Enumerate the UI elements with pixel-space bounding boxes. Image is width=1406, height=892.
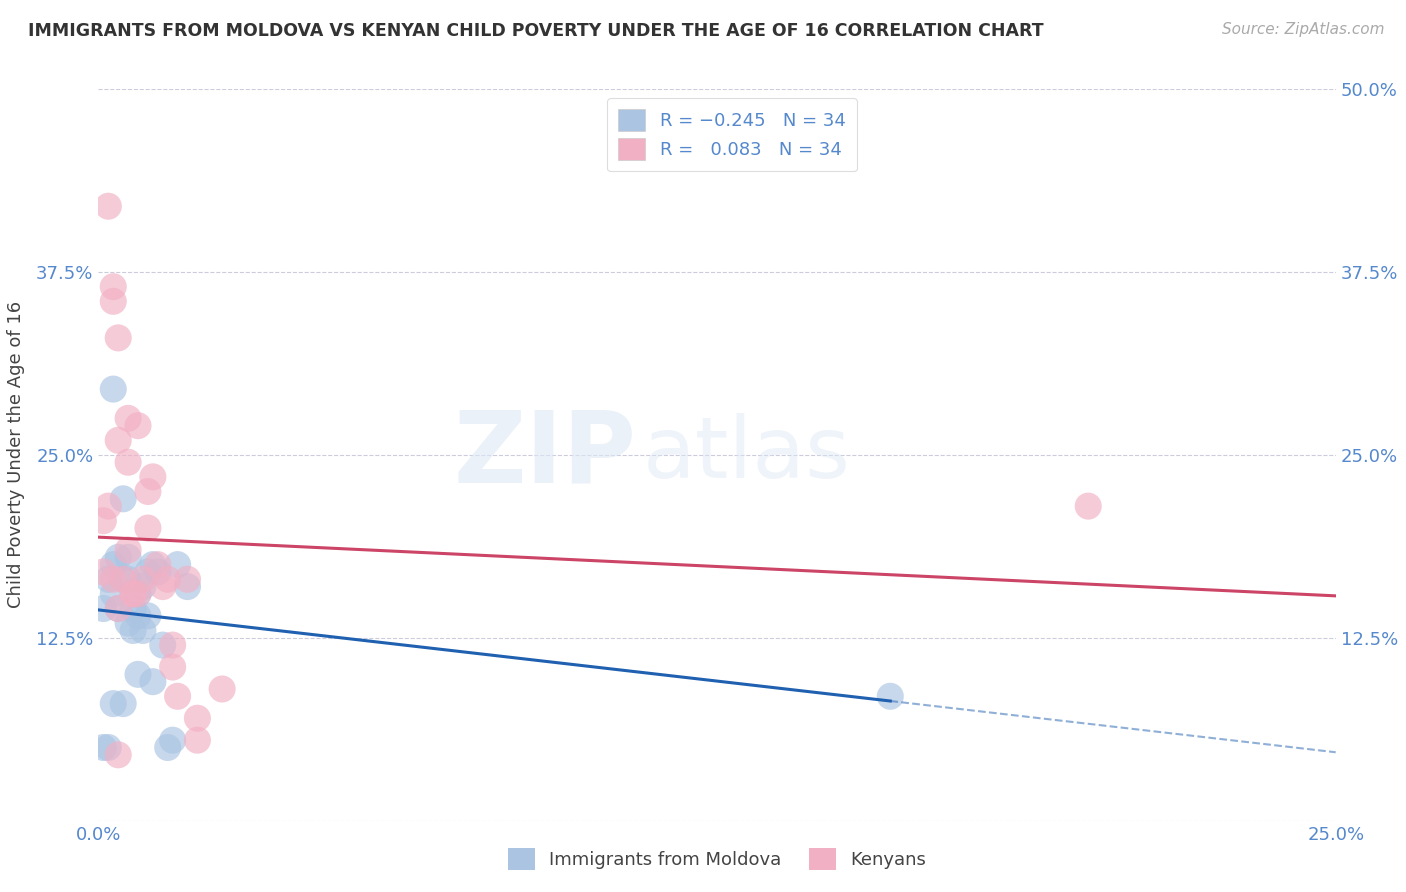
Point: [136, 608, 159, 623]
Point: [117, 543, 139, 558]
Point: [152, 580, 174, 594]
Point: [93, 514, 115, 528]
Point: [97, 740, 120, 755]
Point: [107, 747, 129, 762]
Point: [156, 740, 179, 755]
Text: Source: ZipAtlas.com: Source: ZipAtlas.com: [1222, 22, 1385, 37]
Point: [107, 601, 129, 615]
Point: [93, 565, 115, 579]
Point: [162, 733, 184, 747]
Point: [122, 587, 145, 601]
Point: [127, 667, 149, 681]
Y-axis label: Child Poverty Under the Age of 16: Child Poverty Under the Age of 16: [7, 301, 25, 608]
Text: ZIP: ZIP: [454, 407, 637, 503]
Point: [136, 565, 159, 579]
Point: [103, 382, 125, 396]
Point: [142, 470, 165, 484]
Point: [211, 681, 233, 696]
Point: [186, 711, 208, 725]
Point: [127, 587, 149, 601]
Point: [117, 455, 139, 469]
Point: [162, 638, 184, 652]
Point: [107, 601, 129, 615]
Point: [97, 199, 120, 213]
Point: [136, 484, 159, 499]
Point: [1077, 499, 1099, 513]
Point: [112, 572, 135, 586]
Point: [97, 572, 120, 586]
Text: IMMIGRANTS FROM MOLDOVA VS KENYAN CHILD POVERTY UNDER THE AGE OF 16 CORRELATION : IMMIGRANTS FROM MOLDOVA VS KENYAN CHILD …: [28, 22, 1043, 40]
Point: [122, 624, 145, 638]
Point: [107, 434, 129, 448]
Point: [93, 601, 115, 615]
Point: [142, 558, 165, 572]
Point: [122, 601, 145, 615]
Point: [879, 690, 901, 704]
Point: [132, 580, 155, 594]
Point: [132, 624, 155, 638]
Point: [146, 558, 169, 572]
Point: [112, 572, 135, 586]
Point: [127, 418, 149, 433]
Point: [103, 587, 125, 601]
Point: [117, 550, 139, 565]
Point: [117, 411, 139, 425]
Point: [176, 580, 198, 594]
Point: [103, 294, 125, 309]
Point: [132, 572, 155, 586]
Point: [107, 550, 129, 565]
Point: [103, 697, 125, 711]
Point: [117, 572, 139, 586]
Point: [107, 331, 129, 345]
Point: [146, 565, 169, 579]
Point: [103, 279, 125, 293]
Point: [112, 697, 135, 711]
Point: [112, 491, 135, 506]
Point: [103, 572, 125, 586]
Point: [127, 587, 149, 601]
Point: [166, 558, 188, 572]
Point: [152, 638, 174, 652]
Point: [117, 616, 139, 631]
Text: atlas: atlas: [643, 413, 851, 497]
Point: [103, 558, 125, 572]
Point: [186, 733, 208, 747]
Point: [162, 660, 184, 674]
Point: [176, 572, 198, 586]
Point: [97, 499, 120, 513]
Point: [166, 690, 188, 704]
Point: [93, 740, 115, 755]
Point: [122, 587, 145, 601]
Point: [136, 521, 159, 535]
Point: [156, 572, 179, 586]
Legend: Immigrants from Moldova, Kenyans: Immigrants from Moldova, Kenyans: [501, 841, 934, 878]
Point: [142, 674, 165, 689]
Point: [127, 608, 149, 623]
